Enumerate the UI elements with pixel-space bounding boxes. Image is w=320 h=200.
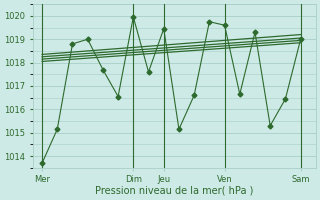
X-axis label: Pression niveau de la mer( hPa ): Pression niveau de la mer( hPa ) [95, 186, 253, 196]
